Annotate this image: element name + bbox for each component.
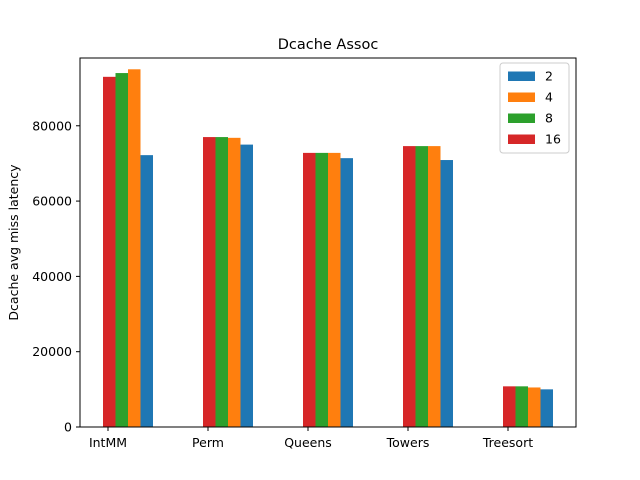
x-axis: IntMM Perm Queens Towers Treesort xyxy=(89,427,533,450)
bar-perm-series-16 xyxy=(203,137,216,428)
y-tick-label: 20000 xyxy=(32,344,72,359)
y-axis-label: Dcache avg miss latency xyxy=(6,164,21,321)
legend-swatch-8 xyxy=(508,113,535,123)
legend-swatch-4 xyxy=(508,92,535,102)
bar-perm-series-4 xyxy=(228,137,241,427)
bar-perm-series-2 xyxy=(240,144,253,427)
bar-treesort-series-8 xyxy=(515,386,528,427)
x-tick-label: Treesort xyxy=(482,435,533,450)
y-tick-label: 0 xyxy=(64,420,72,435)
legend-label-4: 4 xyxy=(545,90,553,105)
bar-towers-series-16 xyxy=(403,146,416,428)
chart-title: Dcache Assoc xyxy=(278,37,379,53)
legend-swatch-2 xyxy=(508,71,535,81)
y-tick-label: 40000 xyxy=(32,269,72,284)
y-tick-label: 60000 xyxy=(32,194,72,209)
bar-towers-series-8 xyxy=(415,146,428,428)
x-tick-label: Towers xyxy=(386,435,430,450)
bar-towers-series-2 xyxy=(440,160,453,427)
y-axis: 0 20000 40000 60000 80000 xyxy=(32,118,80,435)
x-tick-label: Perm xyxy=(192,435,224,450)
bar-queens-series-2 xyxy=(340,158,353,427)
bar-treesort-series-2 xyxy=(540,389,553,427)
bar-queens-series-4 xyxy=(328,152,341,427)
x-tick-label: Queens xyxy=(284,435,332,450)
bar-treesort-series-16 xyxy=(503,386,516,427)
bar-intmm-series-8 xyxy=(115,73,128,428)
legend-frame xyxy=(499,62,570,154)
bars-group xyxy=(103,69,553,428)
bar-perm-series-8 xyxy=(215,137,228,428)
bar-treesort-series-4 xyxy=(528,387,541,427)
legend: 2 4 8 16 xyxy=(499,62,570,154)
legend-swatch-16 xyxy=(508,134,535,144)
bar-intmm-series-16 xyxy=(103,76,116,427)
plot-frame xyxy=(79,57,577,428)
bar-queens-series-16 xyxy=(303,152,316,427)
legend-label-8: 8 xyxy=(545,111,553,126)
x-tick-label: IntMM xyxy=(89,435,127,450)
legend-label-2: 2 xyxy=(545,69,553,84)
bar-intmm-series-4 xyxy=(128,69,141,427)
bar-towers-series-4 xyxy=(428,146,441,428)
legend-label-16: 16 xyxy=(545,132,561,147)
y-tick-label: 80000 xyxy=(32,118,72,133)
bar-intmm-series-2 xyxy=(140,155,153,427)
bar-queens-series-8 xyxy=(315,152,328,427)
